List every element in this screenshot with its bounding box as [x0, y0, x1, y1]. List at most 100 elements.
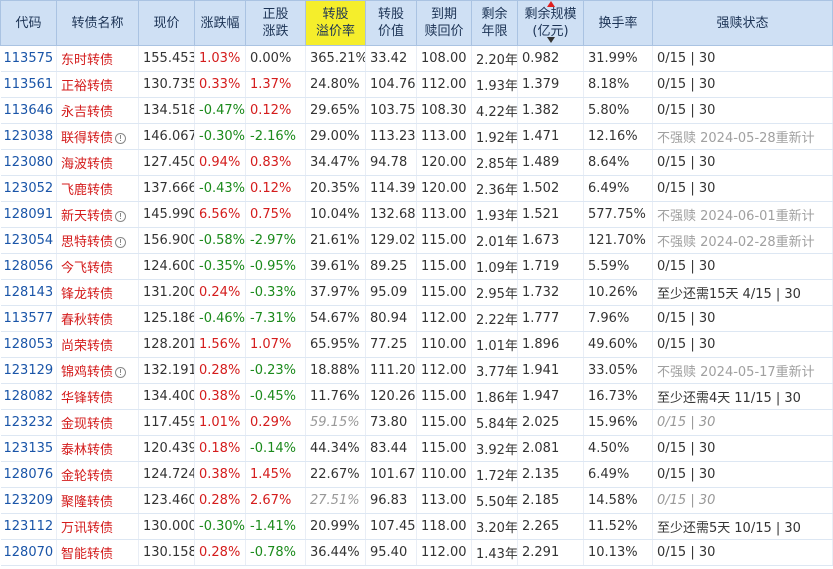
header-row: 代码 转债名称 现价 涨跌幅 正股 涨跌 转股 溢价率 转股 价值 到期 赎回价 剩余年… [0, 0, 833, 46]
bond-name-cell-text: 永吉转债 [61, 105, 114, 120]
info-icon[interactable]: ! [115, 367, 127, 378]
bond-name-cell[interactable]: 万讯转债 [56, 513, 139, 540]
premium-cell-text: 27.51% [310, 493, 360, 508]
change-cell-text: 1.03% [199, 51, 241, 66]
bond-name-cell-text: 锦鸡转债 [61, 365, 114, 380]
bond-name-cell-text: 聚隆转债 [61, 495, 114, 510]
price-cell: 132.191 [138, 357, 195, 384]
bond-name-cell[interactable]: 东时转债 [56, 45, 139, 72]
bond-name-cell[interactable]: 华锋转债 [56, 383, 139, 410]
stock-change-cell-text: 0.12% [250, 103, 292, 118]
header-premium[interactable]: 转股 溢价率 [305, 0, 366, 46]
bond-code-cell: 123209 [0, 487, 57, 514]
info-icon[interactable]: ! [115, 211, 127, 222]
bond-name-cell[interactable]: 聚隆转债 [56, 487, 139, 514]
remaining-scale-cell: 1.947 [517, 383, 584, 410]
change-cell: 0.24% [194, 279, 246, 306]
bond-name-cell[interactable]: 正裕转债 [56, 71, 139, 98]
table-row[interactable]: 123232 金现转债 117.459 1.01% 0.29% 59.15% 73.80 11… [0, 409, 833, 436]
bond-name-cell[interactable]: 今飞转债 [56, 253, 139, 280]
remaining-scale-cell: 2.025 [517, 409, 584, 436]
redeem-price-cell: 118.00 [416, 513, 472, 540]
header-price[interactable]: 现价 [138, 0, 195, 46]
change-cell-text: 0.28% [199, 493, 241, 508]
table-row[interactable]: 123080 海波转债 127.450 0.94% 0.83% 34.47% 94.78 12… [0, 149, 833, 176]
stock-change-cell: -0.95% [245, 253, 306, 280]
premium-cell-text: 22.67% [310, 467, 360, 482]
header-redeem-price[interactable]: 到期 赎回价 [416, 0, 472, 46]
table-row[interactable]: 128076 金轮转债 124.724 0.38% 1.45% 22.67% 101.67 1… [0, 461, 833, 488]
table-row[interactable]: 113575 东时转债 155.453 1.03% 0.00% 365.21% 33.42 1… [0, 45, 833, 72]
price-cell: 145.990 [138, 201, 195, 228]
table-row[interactable]: 123054 思特转债! 156.900 -0.58% -2.97% 21.61% 129.… [0, 227, 833, 254]
bond-name-cell[interactable]: 飞鹿转债 [56, 175, 139, 202]
bond-name-cell[interactable]: 智能转债 [56, 539, 139, 566]
bond-name-cell[interactable]: 春秋转债 [56, 305, 139, 332]
table-row[interactable]: 123209 聚隆转债 123.460 0.28% 2.67% 27.51% 96.83 11… [0, 487, 833, 514]
header-code[interactable]: 代码 [0, 0, 57, 46]
bond-name-cell-text: 海波转债 [61, 157, 114, 172]
force-redeem-status-cell: 0/15 | 30 [652, 305, 833, 332]
header-conv-value[interactable]: 转股 价值 [365, 0, 417, 46]
redeem-price-cell-text: 113.00 [421, 129, 467, 144]
redeem-price-cell: 113.00 [416, 487, 472, 514]
bond-name-cell[interactable]: 思特转债! [56, 227, 139, 254]
table-row[interactable]: 123112 万讯转债 130.000 -0.30% -1.41% 20.99% 107.4… [0, 513, 833, 540]
premium-cell-text: 10.04% [310, 207, 360, 222]
header-turnover[interactable]: 换手率 [583, 0, 653, 46]
change-cell: 0.94% [194, 149, 246, 176]
turnover-cell: 6.49% [583, 461, 653, 488]
bond-code-cell: 123054 [0, 227, 57, 254]
table-row[interactable]: 128053 尚荣转债 128.201 1.56% 1.07% 65.95% 77.25 11… [0, 331, 833, 358]
header-change[interactable]: 涨跌幅 [194, 0, 246, 46]
bond-name-cell[interactable]: 泰林转债 [56, 435, 139, 462]
bond-code-cell: 123112 [0, 513, 57, 540]
table-row[interactable]: 113646 永吉转债 134.518 -0.47% 0.12% 29.65% 103.75… [0, 97, 833, 124]
table-row[interactable]: 128082 华锋转债 134.400 0.38% -0.45% 11.76% 120.26… [0, 383, 833, 410]
bond-name-cell[interactable]: 尚荣转债 [56, 331, 139, 358]
remaining-scale-cell-text: 2.081 [522, 441, 560, 456]
turnover-cell: 8.64% [583, 149, 653, 176]
remaining-scale-cell: 2.291 [517, 539, 584, 566]
stock-change-cell: -1.41% [245, 513, 306, 540]
bond-name-cell[interactable]: 金轮转债 [56, 461, 139, 488]
header-redeem-price-line1: 到期 [430, 7, 457, 22]
bond-name-cell[interactable]: 锋龙转债 [56, 279, 139, 306]
redeem-price-cell-text: 115.00 [421, 285, 467, 300]
force-redeem-status-cell: 0/15 | 30 [652, 149, 833, 176]
table-row[interactable]: 113561 正裕转债 130.735 0.33% 1.37% 24.80% 104.76 1… [0, 71, 833, 98]
header-name[interactable]: 转债名称 [56, 0, 139, 46]
price-cell: 124.600 [138, 253, 195, 280]
table-row[interactable]: 128143 锋龙转债 131.200 0.24% -0.33% 37.97% 95.09 1… [0, 279, 833, 306]
bond-name-cell[interactable]: 联得转债! [56, 123, 139, 150]
conv-value-cell: 77.25 [365, 331, 417, 358]
bond-name-cell[interactable]: 新天转债! [56, 201, 139, 228]
table-row[interactable]: 113577 春秋转债 125.186 -0.46% -7.31% 54.67% 80.94… [0, 305, 833, 332]
info-icon[interactable]: ! [115, 133, 127, 144]
table-row[interactable]: 128091 新天转债! 145.990 6.56% 0.75% 10.04% 132.68… [0, 201, 833, 228]
sort-desc-arrow-icon [546, 37, 555, 43]
bond-name-cell[interactable]: 金现转债 [56, 409, 139, 436]
bond-code-cell-text: 123135 [3, 441, 54, 456]
force-redeem-status-cell-text: 不强赎 2024-02-28重新计 [657, 235, 815, 250]
table-row[interactable]: 123129 锦鸡转债! 132.191 0.28% -0.23% 18.88% 111.2… [0, 357, 833, 384]
table-row[interactable]: 123052 飞鹿转债 137.666 -0.43% 0.12% 20.35% 114.39… [0, 175, 833, 202]
premium-cell-text: 20.99% [310, 519, 360, 534]
redeem-price-cell: 115.00 [416, 435, 472, 462]
bond-name-cell[interactable]: 锦鸡转债! [56, 357, 139, 384]
header-stock-change[interactable]: 正股 涨跌 [245, 0, 306, 46]
remaining-years-cell: 1.93年 [471, 71, 518, 98]
header-remaining-years[interactable]: 剩余 年限 [471, 0, 518, 46]
bond-name-cell[interactable]: 海波转债 [56, 149, 139, 176]
table-row[interactable]: 128056 今飞转债 124.600 -0.35% -0.95% 39.61% 89.25… [0, 253, 833, 280]
price-cell: 137.666 [138, 175, 195, 202]
table-row[interactable]: 123038 联得转债! 146.067 -0.30% -2.16% 29.00% 113.… [0, 123, 833, 150]
change-cell-text: -0.47% [199, 103, 245, 118]
info-icon[interactable]: ! [115, 237, 127, 248]
header-remaining-scale[interactable]: 剩余规模 (亿元) [517, 0, 584, 46]
remaining-scale-cell: 1.732 [517, 279, 584, 306]
table-row[interactable]: 128070 智能转债 130.158 0.28% -0.78% 36.44% 95.40 1… [0, 539, 833, 566]
header-force-redeem[interactable]: 强赎状态 [652, 0, 833, 46]
table-row[interactable]: 123135 泰林转债 120.439 0.18% -0.14% 44.34% 83.44 1… [0, 435, 833, 462]
bond-name-cell[interactable]: 永吉转债 [56, 97, 139, 124]
